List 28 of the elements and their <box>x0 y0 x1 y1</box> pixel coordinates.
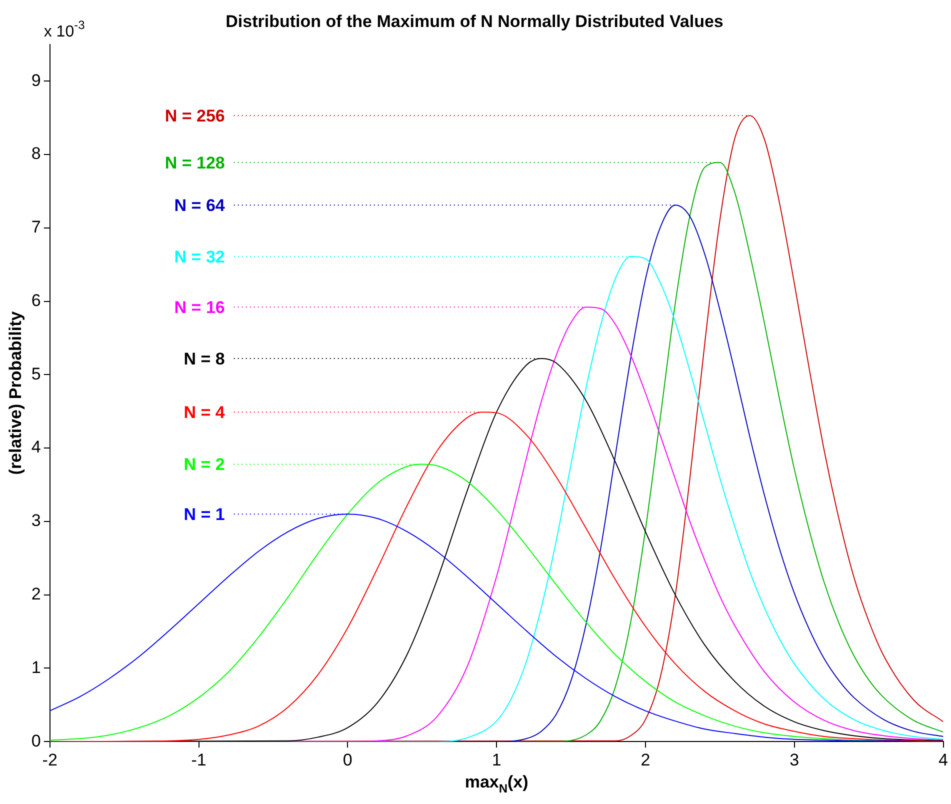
y-axis-title: (relative) Probability <box>6 310 25 475</box>
y-tick-label: 7 <box>31 218 41 237</box>
x-tick-label: -1 <box>191 750 206 770</box>
y-tick-label: 1 <box>31 658 41 677</box>
text: N = 256 <box>164 106 225 126</box>
y-tick-label: 8 <box>31 144 41 164</box>
x-tick-label: 3 <box>790 750 800 770</box>
text: N = 8 <box>184 350 225 369</box>
x-tick-label: 4 <box>938 750 948 770</box>
y-tick-label: 0 <box>31 731 41 750</box>
y-tick-label: 4 <box>31 438 41 457</box>
text: N = 32 <box>174 247 225 266</box>
y-tick-label: 3 <box>31 511 41 530</box>
y-tick-label: 9 <box>31 70 41 90</box>
text: N = 1 <box>184 505 225 524</box>
y-tick-label: 2 <box>31 584 41 604</box>
x-tick-label: 1 <box>492 750 502 770</box>
x-tick-label: 2 <box>640 750 650 770</box>
y-tick-label: 5 <box>31 364 41 384</box>
chart-title: Distribution of the Maximum of N Normally Distributed Values <box>226 12 724 31</box>
text: N = 64 <box>174 196 226 216</box>
text: N = 16 <box>174 298 225 318</box>
text: N = 128 <box>164 154 225 173</box>
x-tick-label: 0 <box>342 750 352 770</box>
text: N = 2 <box>184 455 225 474</box>
x-tick-label: -2 <box>42 750 58 770</box>
y-tick-label: 6 <box>31 290 41 310</box>
text: N = 4 <box>184 403 226 422</box>
